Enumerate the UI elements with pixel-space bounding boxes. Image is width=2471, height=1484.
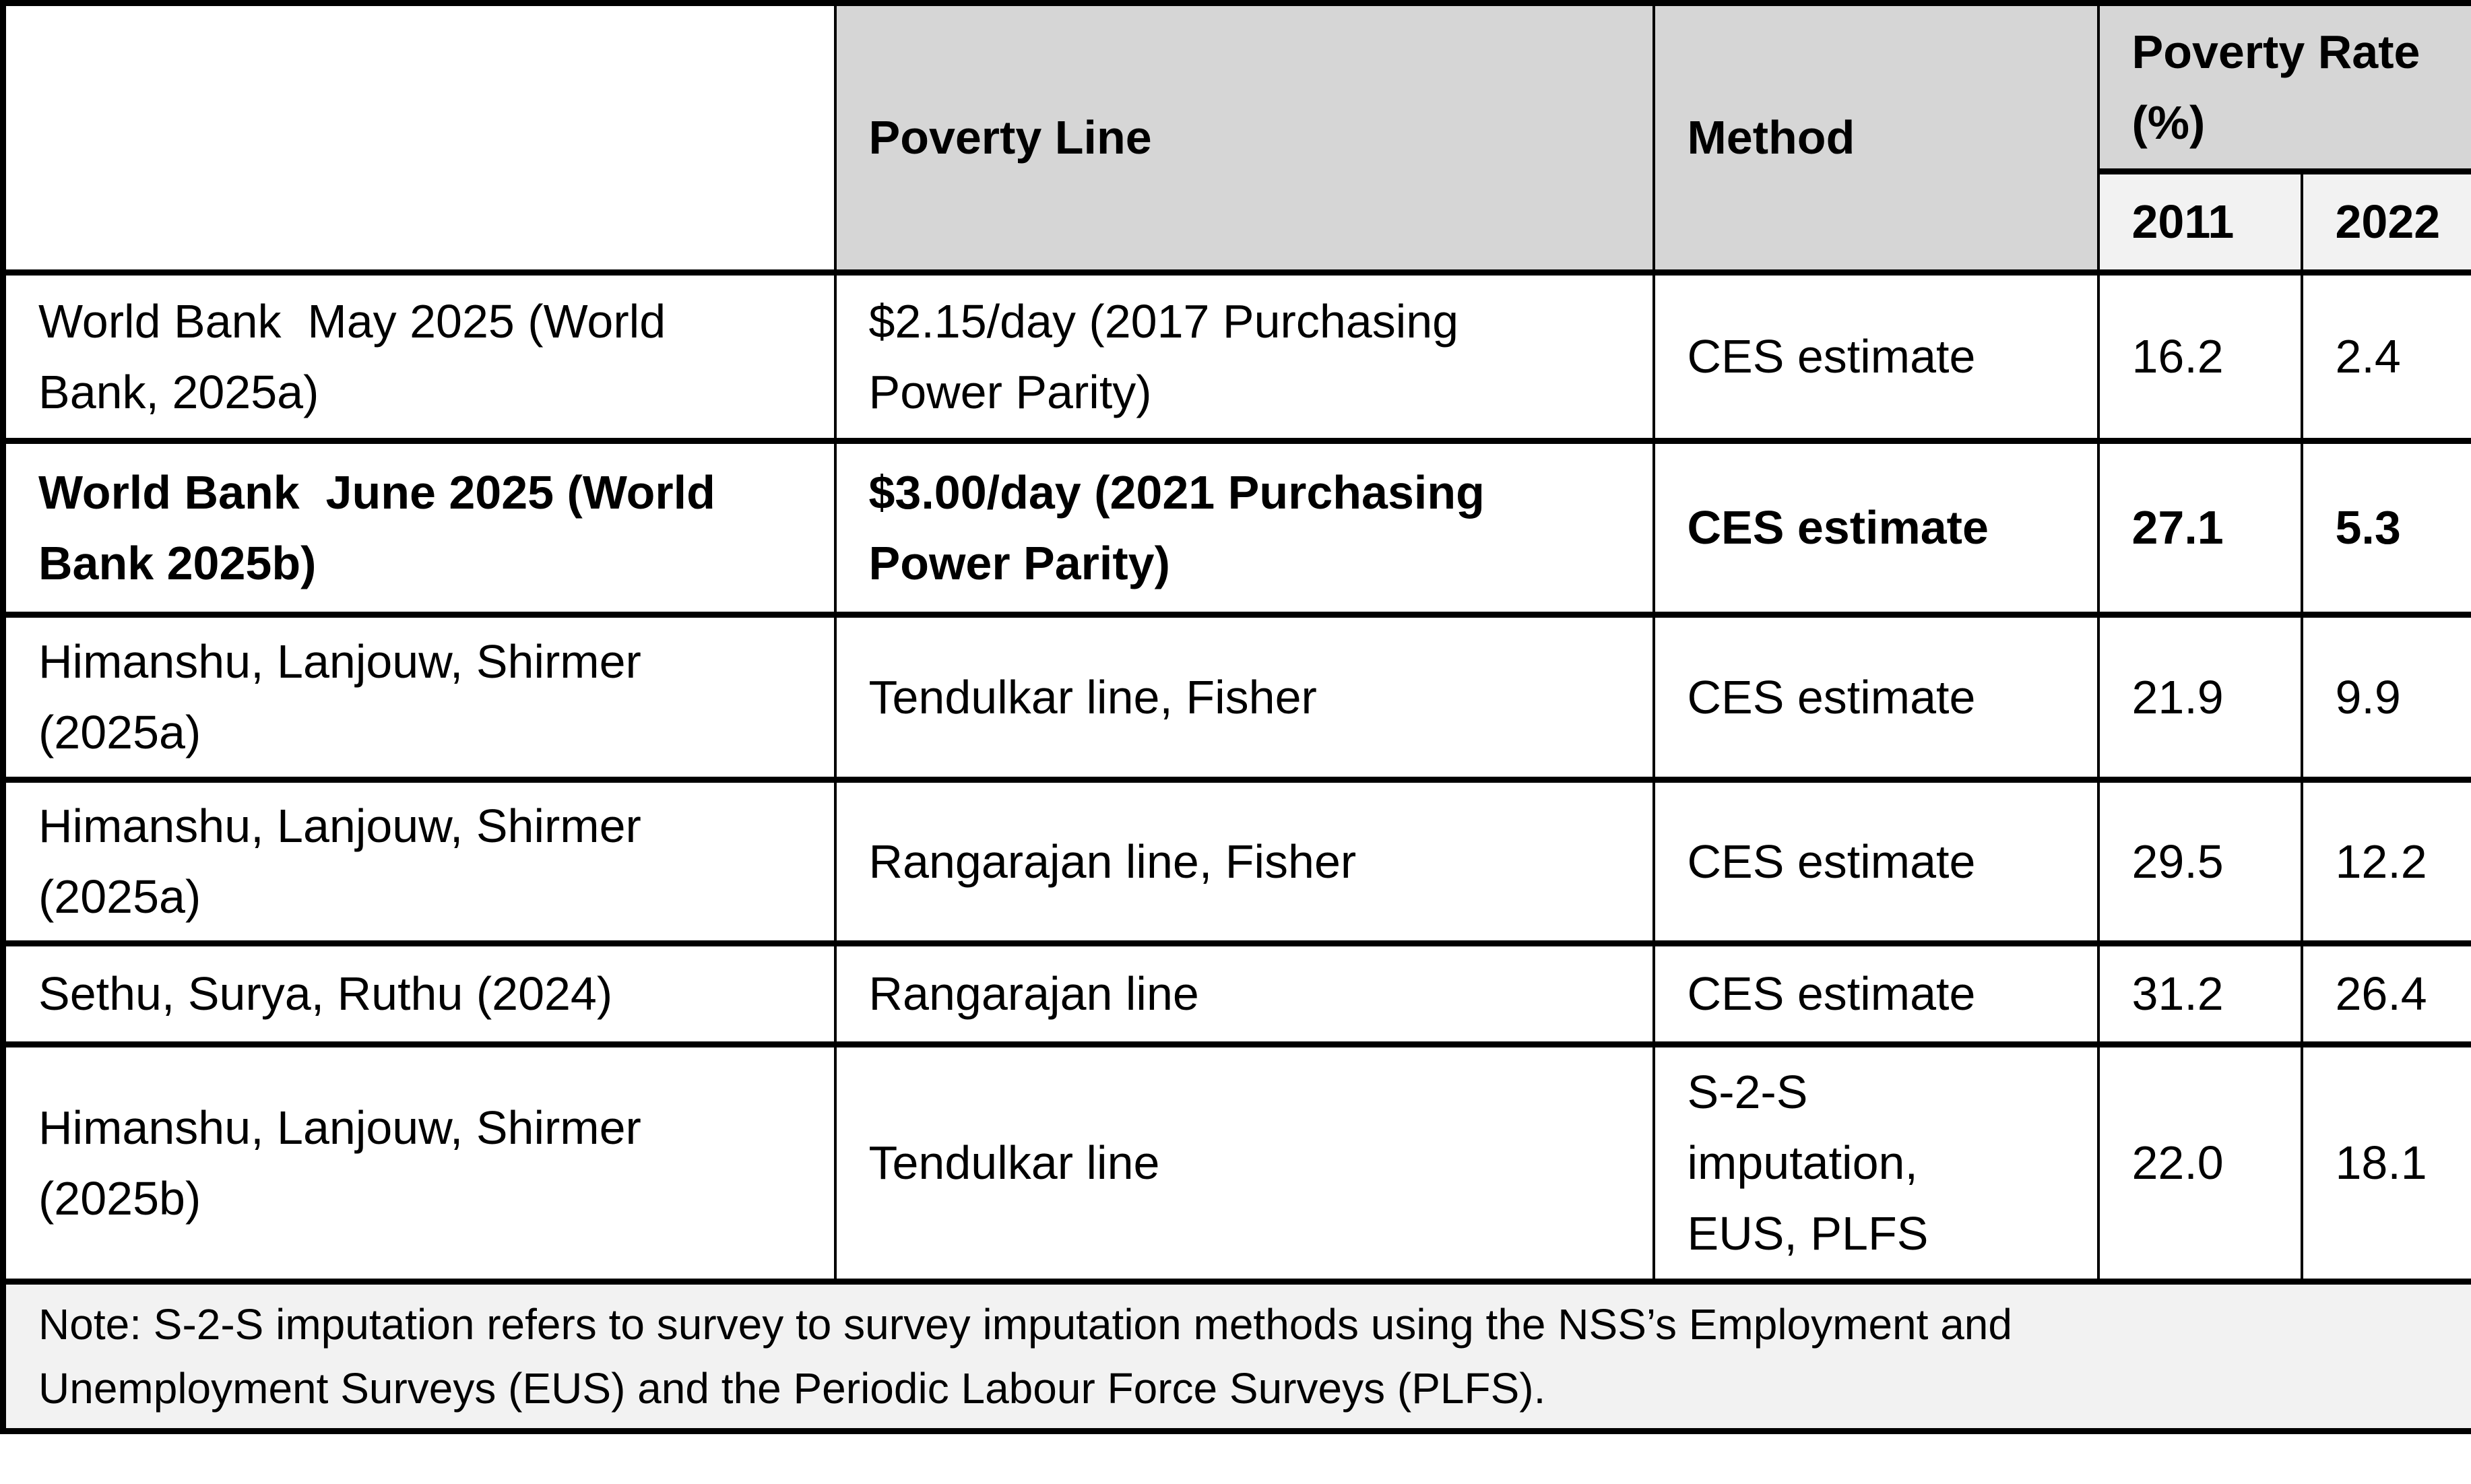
rate-2011-cell: 29.5 (2096, 777, 2303, 946)
rate-2011-cell: 22.0 (2096, 1041, 2303, 1285)
table-note: Note: S-2-S imputation refers to survey … (1, 1279, 2471, 1434)
source-cell: Himanshu, Lanjouw, Shirmer (2025b) (1, 1041, 837, 1285)
method-cell: CES estimate (1652, 940, 2100, 1047)
rate-2022-cell: 26.4 (2300, 940, 2471, 1047)
rate-2022-cell: 9.9 (2300, 612, 2471, 783)
poverty-line-cell: Tendulkar line, Fisher (833, 612, 1655, 783)
table-row-emphasized: World Bank June 2025 (World Bank 2025b) … (1, 438, 2471, 618)
method-cell: CES estimate (1652, 438, 2100, 618)
method-cell: CES estimate (1652, 777, 2100, 946)
rate-2011-cell: 21.9 (2096, 612, 2303, 783)
rate-2011-cell: 16.2 (2096, 269, 2303, 444)
header-year-2022: 2022 (2300, 168, 2471, 276)
subheader-row: 2011 2022 (3, 168, 2471, 276)
poverty-line-cell: $2.15/day (2017 Purchasing Power Parity) (833, 269, 1655, 444)
poverty-line-cell: $3.00/day (2021 Purchasing Power Parity) (833, 438, 1655, 618)
rate-2011-cell: 31.2 (2096, 940, 2303, 1047)
rate-2022-cell: 5.3 (2300, 438, 2471, 618)
rate-2022-cell: 18.1 (2300, 1041, 2471, 1285)
source-cell: Sethu, Surya, Ruthu (2024) (1, 940, 837, 1047)
table-row: World Bank May 2025 (World Bank, 2025a) … (1, 269, 2471, 444)
table-row: Himanshu, Lanjouw, Shirmer (2025a) Ranga… (1, 777, 2471, 946)
table-row: Himanshu, Lanjouw, Shirmer (2025a) Tendu… (1, 612, 2471, 783)
header-row: Poverty Line Method Poverty Rate (%) (1, 0, 2471, 276)
source-cell: World Bank May 2025 (World Bank, 2025a) (1, 269, 837, 444)
header-poverty-rate: Poverty Rate (%) (2096, 0, 2471, 174)
header-year-2011: 2011 (2096, 168, 2303, 276)
poverty-line-cell: Rangarajan line, Fisher (833, 777, 1655, 946)
rate-2011-cell: 27.1 (2096, 438, 2303, 618)
table-row: Himanshu, Lanjouw, Shirmer (2025b) Tendu… (1, 1041, 2471, 1285)
poverty-rates-table: Poverty Line Method Poverty Rate (%) 201… (0, 0, 2471, 1434)
table-row: Sethu, Surya, Ruthu (2024) Rangarajan li… (1, 940, 2471, 1047)
source-cell: Himanshu, Lanjouw, Shirmer (2025a) (1, 777, 837, 946)
header-method: Method (1652, 0, 2100, 276)
poverty-line-cell: Rangarajan line (833, 940, 1655, 1047)
method-cell: CES estimate (1652, 269, 2100, 444)
header-source-blank (1, 0, 837, 276)
rate-2022-cell: 2.4 (2300, 269, 2471, 444)
header-poverty-line: Poverty Line (833, 0, 1655, 276)
method-cell: CES estimate (1652, 612, 2100, 783)
source-cell: World Bank June 2025 (World Bank 2025b) (1, 438, 837, 618)
source-cell: Himanshu, Lanjouw, Shirmer (2025a) (1, 612, 837, 783)
rate-2022-cell: 12.2 (2300, 777, 2471, 946)
note-row: Note: S-2-S imputation refers to survey … (1, 1279, 2471, 1434)
method-cell: S-2-S imputation, EUS, PLFS (1652, 1041, 2100, 1285)
poverty-line-cell: Tendulkar line (833, 1041, 1655, 1285)
